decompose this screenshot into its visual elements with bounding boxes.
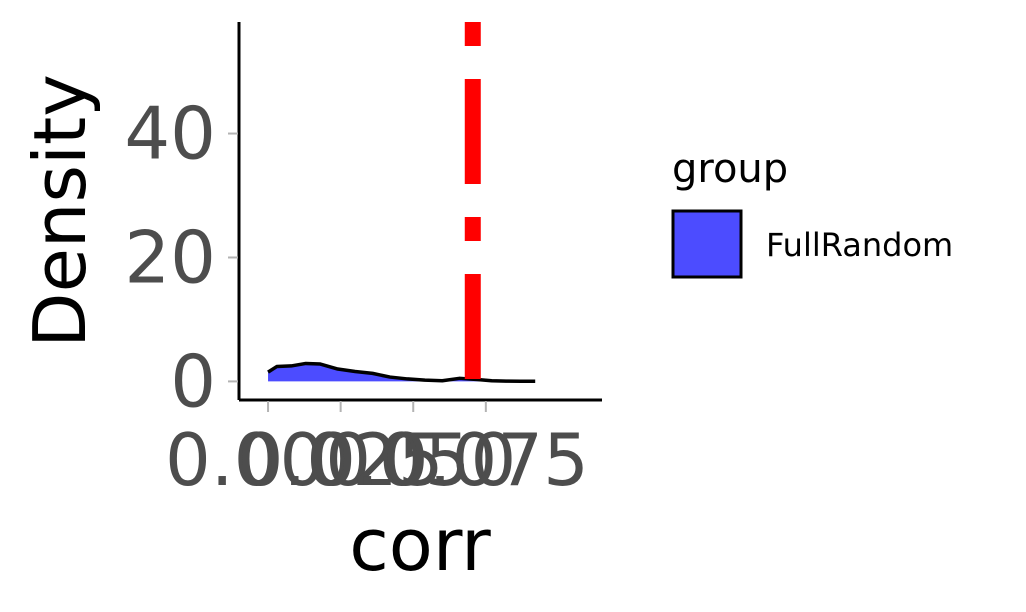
x-axis-title: corr xyxy=(349,503,491,587)
density-area-fullrandom xyxy=(268,363,536,382)
legend-swatch-fullrandom xyxy=(671,209,743,279)
y-axis-title: Density xyxy=(18,74,102,348)
x-tick-label: 0.000 xyxy=(165,418,371,502)
y-tick-label: 0 xyxy=(170,339,216,423)
density-line-fullrandom xyxy=(267,361,536,384)
y-tick-label: 40 xyxy=(124,92,216,176)
plot-area xyxy=(267,22,536,400)
legend-label-fullrandom: FullRandom xyxy=(766,226,953,264)
axes xyxy=(237,22,602,402)
x-tick-label: 0.075 xyxy=(383,418,589,502)
y-tick-label: 20 xyxy=(124,215,216,299)
legend-title: group xyxy=(672,146,788,192)
x-tick-label: 0.025 xyxy=(238,418,444,502)
x-tick-label: 0.050 xyxy=(310,418,516,502)
legend: group FullRandom xyxy=(671,146,953,279)
